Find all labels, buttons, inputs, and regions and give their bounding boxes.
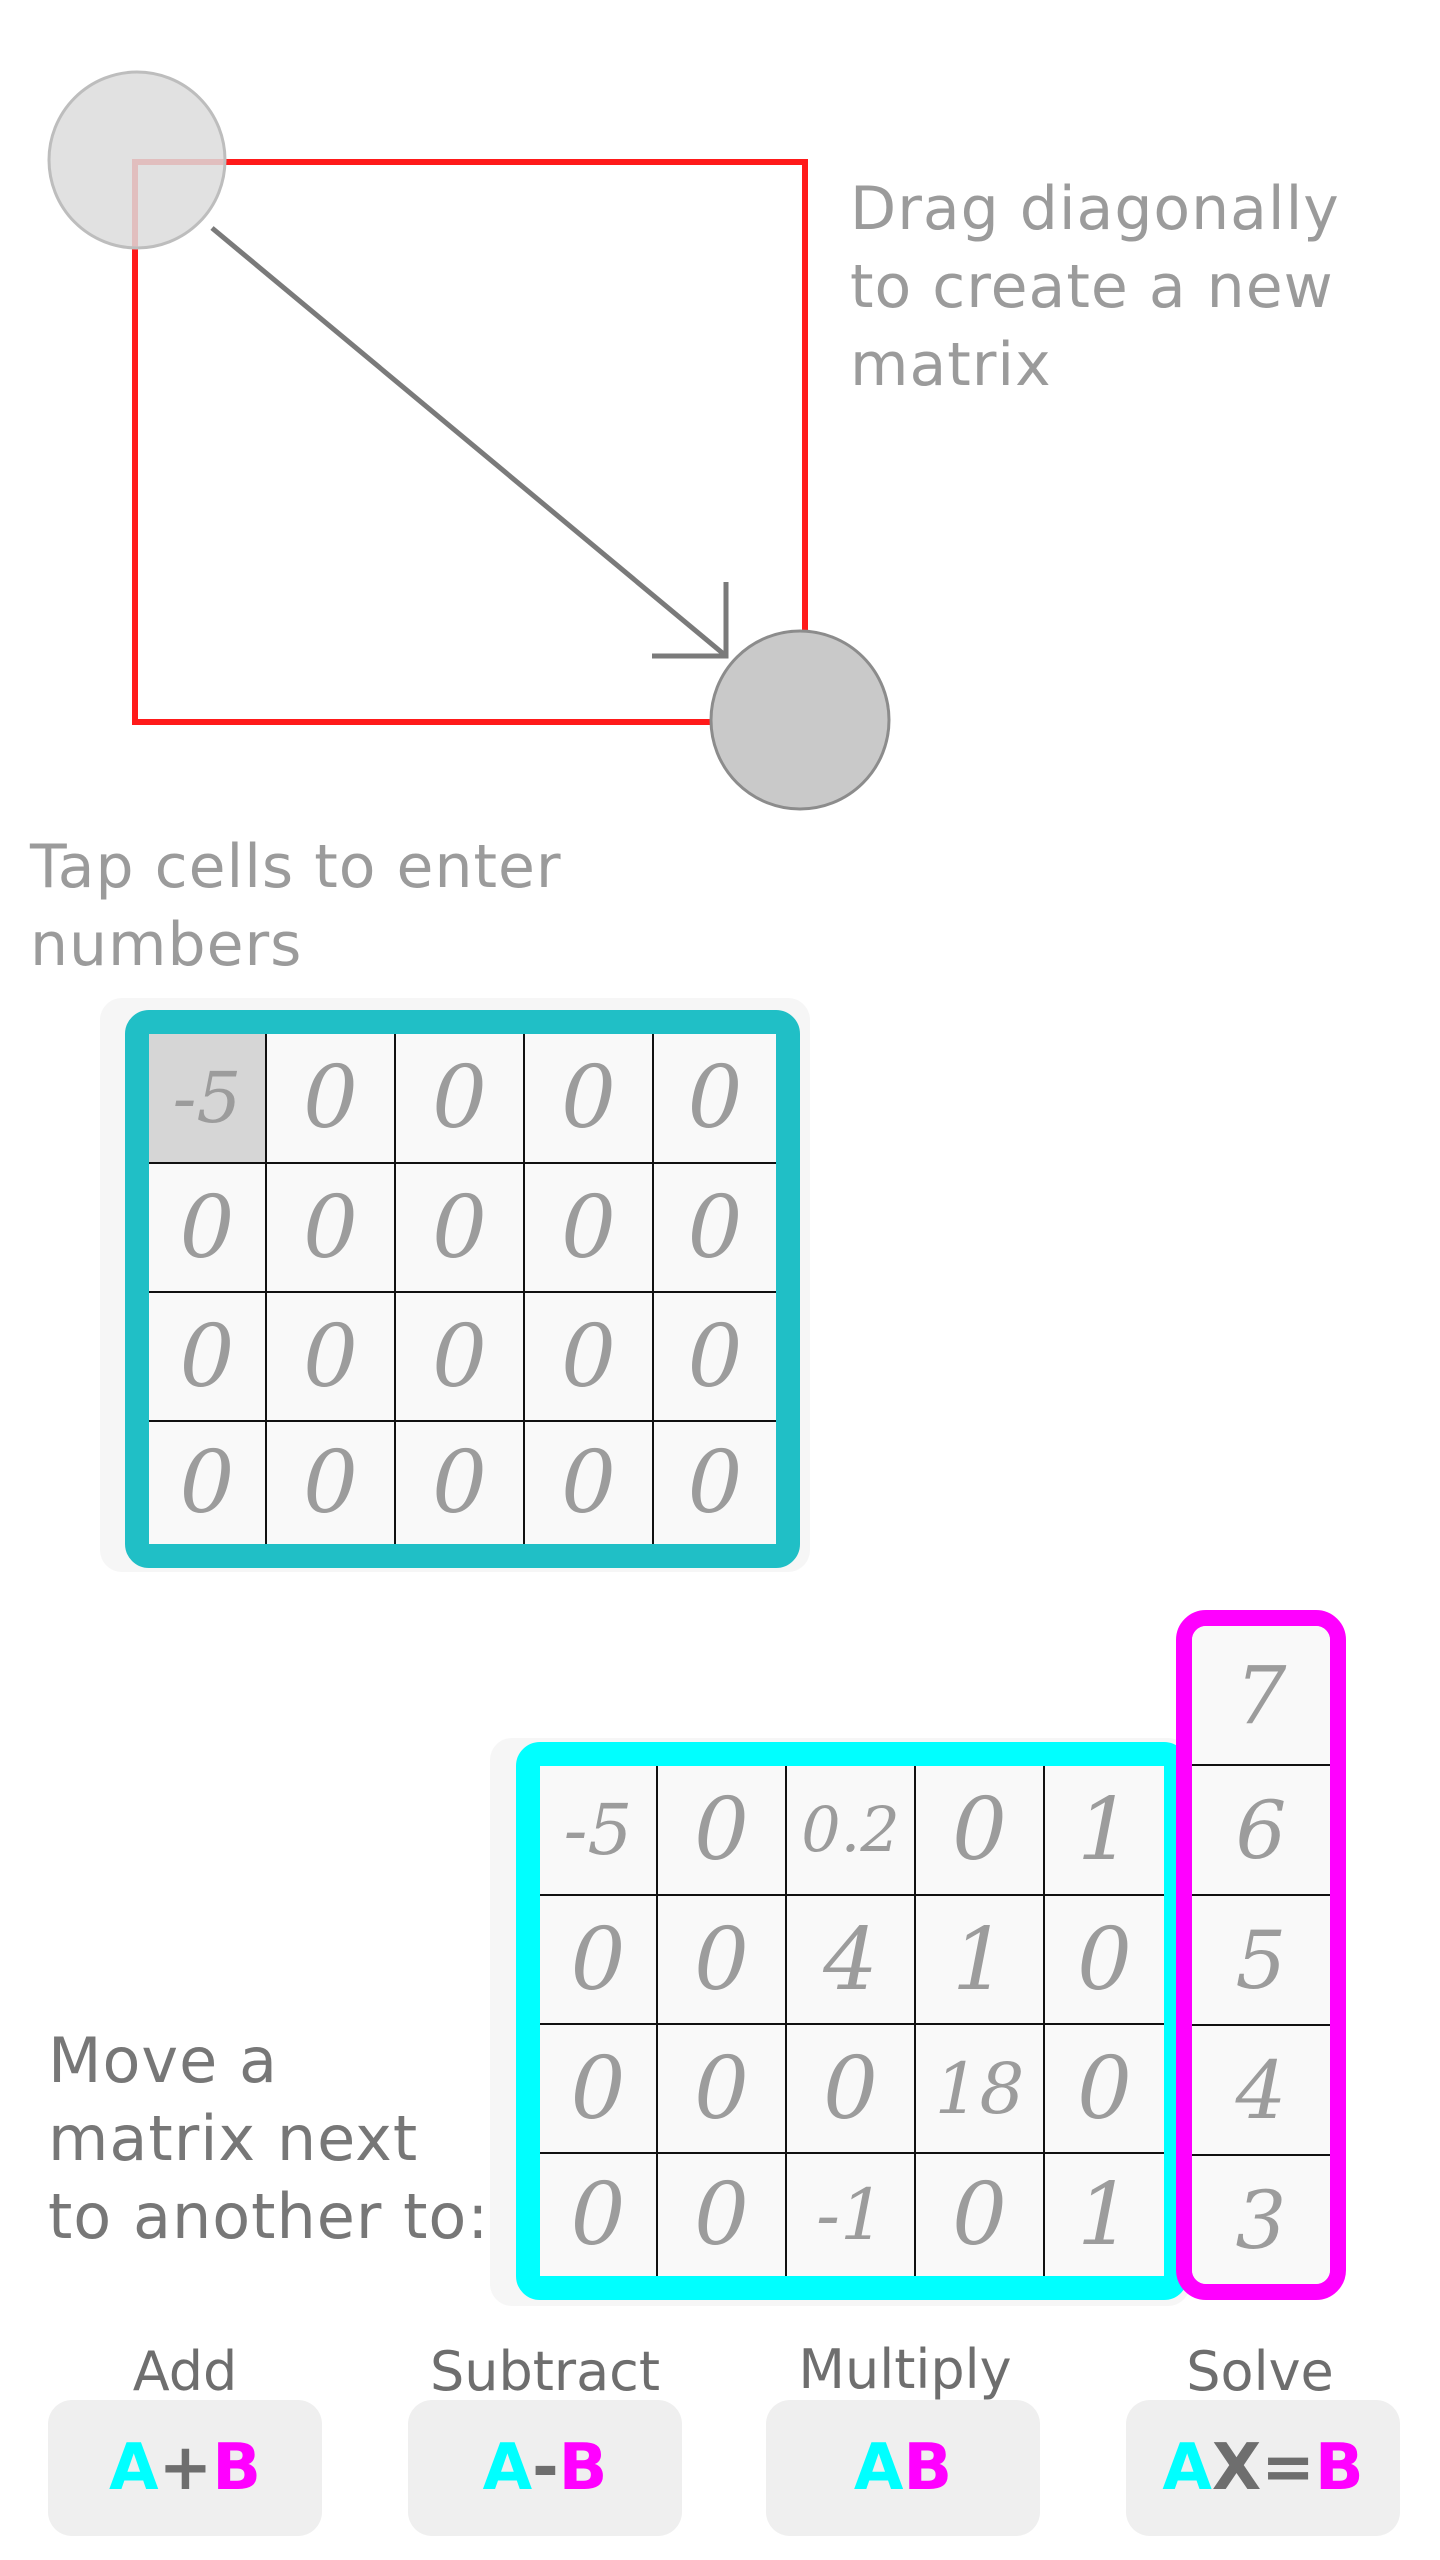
add-button[interactable]: A + B — [48, 2400, 322, 2536]
drag-selection-box — [132, 159, 808, 725]
matrix-cell[interactable]: 7 — [1192, 1626, 1330, 1766]
matrix-cell[interactable]: 0 — [658, 1766, 787, 1896]
operand-a: A — [1162, 2431, 1212, 2505]
op-multiply-label: Multiply — [798, 2338, 1012, 2401]
matrix-cell[interactable]: 0 — [396, 1422, 525, 1544]
operand-a: A — [482, 2431, 533, 2505]
matrix-cell[interactable]: 0 — [658, 1896, 787, 2025]
matrix-cell[interactable]: 0 — [267, 1164, 396, 1293]
matrix-cell[interactable]: 0 — [1045, 2025, 1164, 2154]
matrix-cell[interactable]: 0 — [658, 2025, 787, 2154]
move-hint-line: to another to: — [48, 2180, 490, 2253]
operand-b: B — [1314, 2431, 1364, 2505]
matrix-cell[interactable]: 0 — [525, 1293, 654, 1422]
matrix-cell[interactable]: 6 — [1192, 1766, 1330, 1896]
drag-hint-line: Drag diagonally — [850, 174, 1340, 244]
op-subtract-label: Subtract — [429, 2340, 661, 2403]
matrix-cell[interactable]: 0 — [267, 1293, 396, 1422]
matrix-cell[interactable]: 4 — [1192, 2026, 1330, 2156]
matrix-cell[interactable]: 0 — [525, 1422, 654, 1544]
matrix-cell[interactable]: 1 — [916, 1896, 1045, 2025]
matrix-cell[interactable]: 0 — [1045, 1896, 1164, 2025]
move-hint: Move a matrix next to another to: — [48, 2022, 489, 2256]
drag-start-handle — [47, 70, 227, 250]
matrix-cell[interactable]: 0 — [149, 1422, 267, 1544]
matrix-a-grid: -5 0 0.2 0 1 0 0 4 1 0 0 0 0 18 0 0 0 -1 0 1 — [540, 1766, 1164, 2276]
matrix-entry[interactable]: -5 0 0 0 0 0 0 0 0 0 0 0 0 0 0 0 0 0 0 0 — [125, 1010, 800, 1568]
operand-b: B — [903, 2431, 953, 2505]
matrix-cell[interactable]: 0 — [540, 2154, 658, 2276]
matrix-cell[interactable]: 5 — [1192, 1896, 1330, 2026]
matrix-cell[interactable]: 0 — [525, 1164, 654, 1293]
drag-hint-line: matrix — [850, 330, 1052, 400]
matrix-cell[interactable]: 1 — [1045, 1766, 1164, 1896]
op-solve-label: Solve — [1186, 2340, 1334, 2403]
operator-symbol: X= — [1211, 2431, 1315, 2505]
matrix-cell[interactable]: 0 — [658, 2154, 787, 2276]
matrix-cell[interactable]: 0 — [149, 1164, 267, 1293]
move-hint-line: matrix next — [48, 2102, 419, 2175]
matrix-cell[interactable]: 0 — [654, 1034, 776, 1164]
drag-hint: Drag diagonally to create a new matrix — [850, 170, 1340, 404]
drag-arrow-icon — [210, 226, 728, 658]
move-hint-line: Move a — [48, 2024, 278, 2097]
matrix-cell[interactable]: 0 — [396, 1293, 525, 1422]
matrix-cell[interactable]: 0 — [540, 1896, 658, 2025]
tap-hint-line: Tap cells to enter — [30, 832, 562, 902]
matrix-cell[interactable]: 0 — [149, 1293, 267, 1422]
tap-hint: Tap cells to enter numbers — [30, 828, 562, 984]
operand-b: B — [558, 2431, 608, 2505]
operator-symbol: - — [532, 2431, 559, 2505]
drag-hint-line: to create a new — [850, 252, 1334, 322]
operand-a: A — [109, 2431, 159, 2505]
matrix-cell[interactable]: 0 — [396, 1164, 525, 1293]
drag-tutorial-diagram — [47, 70, 891, 811]
matrix-cell[interactable]: 0.2 — [787, 1766, 916, 1896]
matrix-cell[interactable]: 0 — [525, 1034, 654, 1164]
operand-b: B — [212, 2431, 261, 2505]
operand-a: A — [853, 2431, 904, 2505]
matrix-cell[interactable]: -1 — [787, 2154, 916, 2276]
matrix-cell[interactable]: 18 — [916, 2025, 1045, 2154]
matrix-cell[interactable]: 0 — [540, 2025, 658, 2154]
matrix-cell[interactable]: 0 — [654, 1293, 776, 1422]
subtract-button[interactable]: A-B — [408, 2400, 682, 2536]
matrix-cell[interactable]: 0 — [396, 1034, 525, 1164]
solve-button[interactable]: A X= B — [1126, 2400, 1400, 2536]
matrix-a[interactable]: -5 0 0.2 0 1 0 0 4 1 0 0 0 0 18 0 0 0 -1 0 1 — [516, 1742, 1188, 2300]
matrix-cell[interactable]: 0 — [916, 2154, 1045, 2276]
matrix-cell[interactable]: 0 — [654, 1422, 776, 1544]
matrix-cell[interactable]: 0 — [654, 1164, 776, 1293]
matrix-cell[interactable]: 1 — [1045, 2154, 1164, 2276]
drag-end-handle — [709, 629, 891, 811]
matrix-cell[interactable]: 0 — [267, 1034, 396, 1164]
tap-hint-line: numbers — [30, 910, 303, 980]
matrix-cell[interactable]: 3 — [1192, 2156, 1330, 2284]
matrix-entry-grid: -5 0 0 0 0 0 0 0 0 0 0 0 0 0 0 0 0 0 0 0 — [149, 1034, 776, 1544]
drag-arrowhead-icon — [652, 582, 729, 659]
matrix-cell[interactable]: 0 — [267, 1422, 396, 1544]
operator-symbol: + — [158, 2431, 213, 2505]
matrix-cell[interactable]: -5 — [540, 1766, 658, 1896]
matrix-cell[interactable]: 4 — [787, 1896, 916, 2025]
matrix-cell[interactable]: 0 — [916, 1766, 1045, 1896]
matrix-cell[interactable]: 0 — [787, 2025, 916, 2154]
op-add-label: Add — [132, 2340, 238, 2403]
matrix-cell[interactable]: -5 — [149, 1034, 267, 1164]
